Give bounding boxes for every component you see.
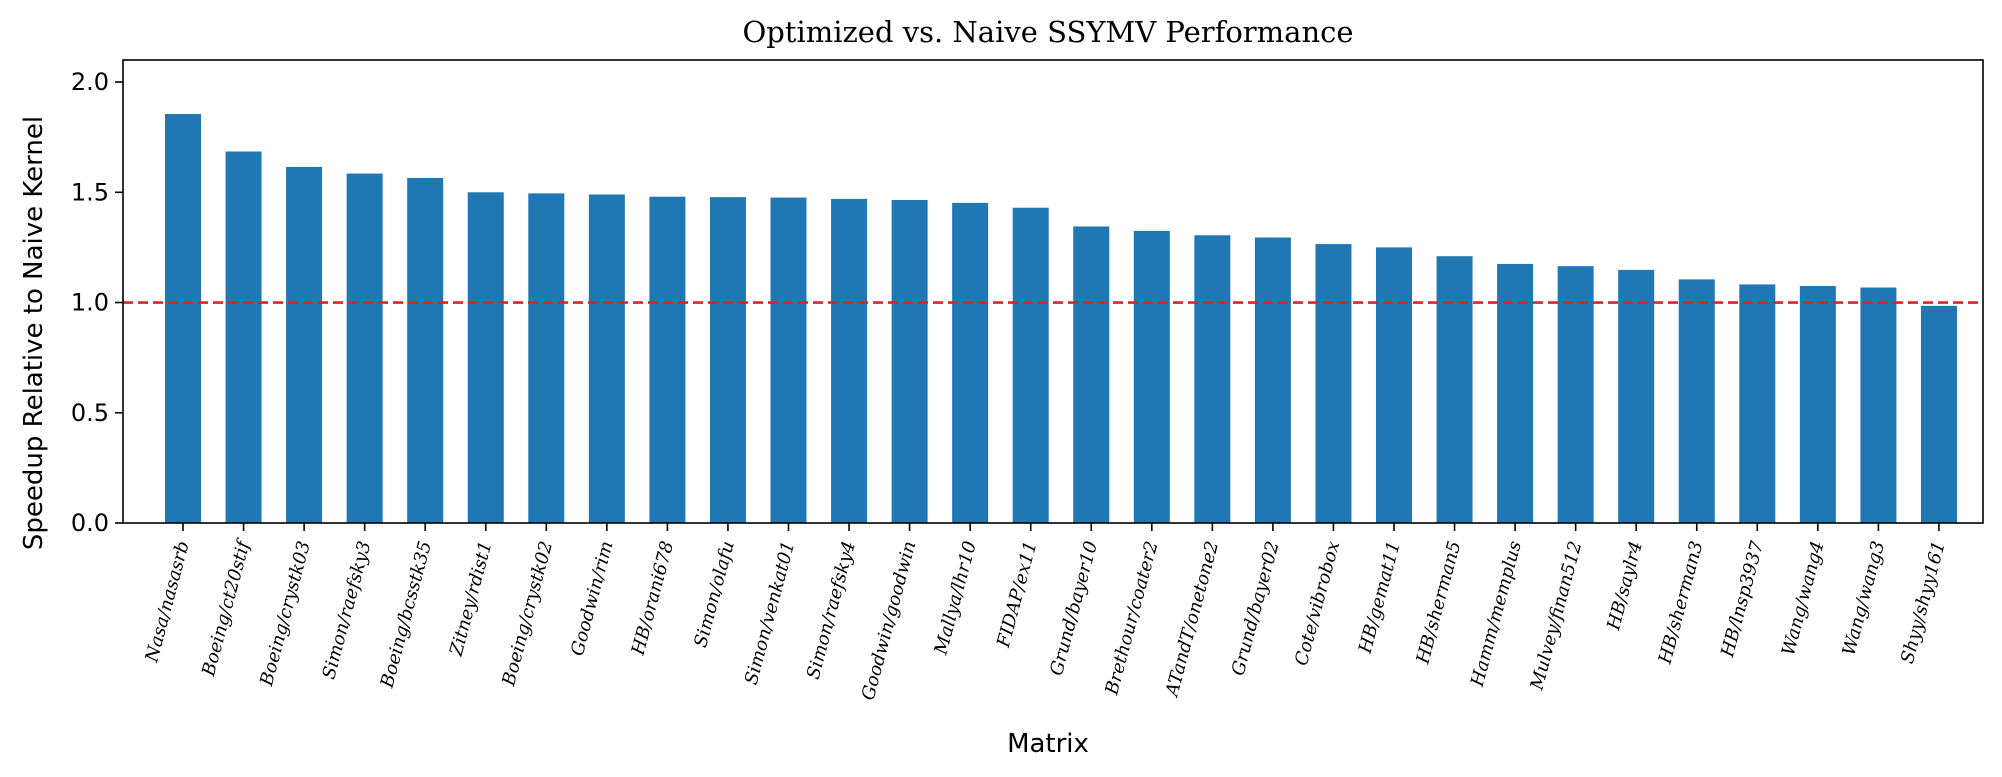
- bar-boeing-crystk02: [528, 193, 565, 523]
- x-tick-label: Mallya/lhr10: [930, 539, 981, 658]
- x-tick-label: FIDAP/ex11: [993, 539, 1042, 651]
- x-tick-label: Zitney/rdist1: [446, 539, 497, 659]
- x-tick-label: Simon/raefsky3: [318, 539, 375, 682]
- bar-shyy-shyy161: [1920, 305, 1957, 523]
- x-tick-label: HB/saylr4: [1603, 539, 1647, 633]
- bar-wang-wang4: [1799, 285, 1836, 523]
- x-tick-label: ATandT/onetone2: [1161, 539, 1223, 700]
- x-tick-label: HB/sherman3: [1654, 539, 1707, 667]
- y-tick-label: 0.5: [71, 399, 109, 427]
- bar-cote-vibrobox: [1315, 244, 1352, 523]
- x-tick-label: Mulvey/finan512: [1526, 539, 1586, 693]
- x-tick-label: Cote/vibrobox: [1291, 539, 1344, 668]
- bar-boeing-ct20stif: [225, 151, 262, 523]
- bar-nasa-nasasrb: [165, 114, 201, 524]
- x-tick-label: Nasa/nasasrb: [141, 539, 194, 665]
- bar-fidap-ex11: [1012, 207, 1049, 523]
- bars-group: [165, 114, 1957, 524]
- bar-zitney-rdist1: [467, 192, 504, 524]
- x-tick-label: Grund/bayer10: [1046, 539, 1102, 678]
- bar-simon-raefsky3: [346, 173, 383, 524]
- x-tick-label: Wang/wang4: [1778, 539, 1829, 658]
- bar-atandt-onetone2: [1194, 235, 1231, 523]
- bar-simon-raefsky4: [831, 198, 868, 523]
- x-tick-label: HB/sherman5: [1412, 539, 1465, 667]
- x-tick-label: HB/lnsp3937: [1717, 538, 1768, 660]
- x-tick-label: Simon/venkat01: [741, 539, 800, 687]
- x-tick-label: Simon/raefsky4: [803, 539, 860, 682]
- x-tick-label: Boeing/ct20stif: [198, 536, 255, 680]
- bar-wang-wang3: [1860, 287, 1897, 523]
- x-tick-label: Grund/bayer02: [1228, 539, 1284, 678]
- bar-hb-saylr4: [1618, 269, 1655, 523]
- bar-grund-bayer02: [1254, 237, 1291, 524]
- y-tick-label: 0.0: [71, 509, 109, 537]
- x-tick-label: Goodwin/goodwin: [858, 539, 921, 703]
- bar-hb-sherman5: [1436, 256, 1473, 523]
- bar-mallya-lhr10: [952, 202, 989, 523]
- bar-hb-gemat11: [1376, 247, 1412, 523]
- bar-grund-bayer10: [1073, 226, 1110, 523]
- x-axis: Nasa/nasasrb Boeing/ct20stif Boeing/crystk…: [141, 523, 1950, 703]
- x-tick-label: Hamm/memplus: [1467, 539, 1526, 690]
- bar-hb-orani678: [649, 196, 686, 523]
- x-tick-label: Boeing/bcsstk35: [376, 539, 436, 691]
- x-tick-label: Boeing/crystk02: [498, 539, 557, 689]
- x-tick-label: Shyy/shyy161: [1897, 539, 1950, 666]
- x-tick-label: Wang/wang3: [1839, 539, 1890, 658]
- x-tick-label: HB/orani678: [627, 539, 678, 658]
- bar-boeing-crystk03: [286, 166, 323, 523]
- plot-frame: [122, 59, 1984, 524]
- bar-simon-venkat01: [770, 197, 807, 523]
- x-tick-label: Boeing/crystk03: [256, 539, 315, 689]
- bar-goodwin-goodwin: [891, 200, 928, 523]
- x-tick-label: HB/gemat11: [1354, 539, 1404, 657]
- y-tick-label: 1.0: [71, 289, 109, 317]
- bar-goodwin-rim: [588, 194, 625, 524]
- bar-boeing-bcsstk35: [407, 177, 444, 523]
- x-tick-label: Goodwin/rim: [567, 539, 618, 658]
- bar-hb-lnsp3937: [1739, 284, 1776, 523]
- bar-simon-olafu: [709, 197, 746, 523]
- y-axis-label: Speedup Relative to Naive Kernel: [19, 116, 49, 550]
- x-tick-label: Brethour/coater2: [1101, 539, 1162, 698]
- y-tick-label: 2.0: [71, 68, 109, 96]
- bar-hamm-memplus: [1497, 263, 1534, 523]
- y-tick-label: 1.5: [71, 178, 109, 206]
- bar-mulvey-finan512: [1557, 266, 1594, 523]
- y-axis: 0.0 0.5 1.0 1.5 2.0: [71, 68, 123, 537]
- chart-title: Optimized vs. Naive SSYMV Performance: [742, 15, 1353, 49]
- bar-hb-sherman3: [1678, 279, 1715, 523]
- bar-brethour-coater2: [1133, 230, 1170, 523]
- x-tick-label: Simon/olafu: [690, 539, 739, 650]
- x-axis-label: Matrix: [1007, 729, 1089, 759]
